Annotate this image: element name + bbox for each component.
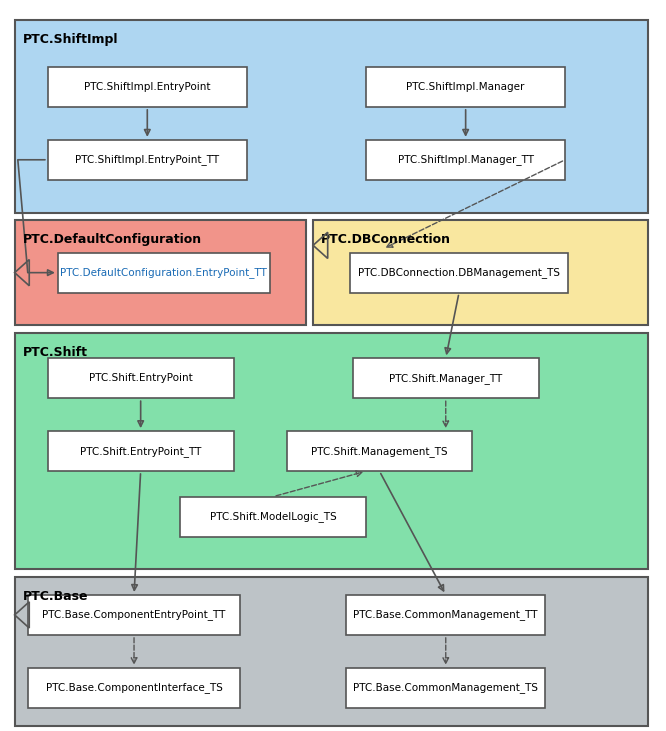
FancyBboxPatch shape: [48, 431, 234, 471]
Text: PTC.Shift: PTC.Shift: [23, 346, 88, 359]
Text: PTC.Base.ComponentInterface_TS: PTC.Base.ComponentInterface_TS: [45, 682, 222, 693]
FancyBboxPatch shape: [28, 667, 240, 708]
FancyBboxPatch shape: [366, 67, 565, 107]
Text: PTC.DBConnection: PTC.DBConnection: [321, 233, 451, 246]
Text: PTC.ShiftImpl.EntryPoint_TT: PTC.ShiftImpl.EntryPoint_TT: [75, 154, 219, 165]
Text: PTC.Shift.EntryPoint: PTC.Shift.EntryPoint: [89, 374, 192, 383]
FancyBboxPatch shape: [313, 220, 648, 325]
Text: PTC.Base: PTC.Base: [23, 590, 88, 603]
Text: PTC.Base.ComponentEntryPoint_TT: PTC.Base.ComponentEntryPoint_TT: [43, 610, 226, 621]
FancyBboxPatch shape: [48, 67, 247, 107]
FancyBboxPatch shape: [15, 333, 648, 569]
Text: PTC.Base.CommonManagement_TT: PTC.Base.CommonManagement_TT: [354, 610, 538, 621]
FancyBboxPatch shape: [48, 358, 234, 398]
FancyBboxPatch shape: [346, 667, 545, 708]
FancyBboxPatch shape: [346, 595, 545, 635]
Text: PTC.ShiftImpl.Manager: PTC.ShiftImpl.Manager: [406, 82, 525, 92]
FancyBboxPatch shape: [366, 140, 565, 180]
Text: PTC.Shift.EntryPoint_TT: PTC.Shift.EntryPoint_TT: [80, 446, 201, 457]
Text: PTC.Base.CommonManagement_TS: PTC.Base.CommonManagement_TS: [353, 682, 538, 693]
Text: PTC.ShiftImpl: PTC.ShiftImpl: [23, 33, 118, 46]
Text: PTC.DefaultConfiguration: PTC.DefaultConfiguration: [23, 233, 202, 246]
Text: PTC.Shift.ModelLogic_TS: PTC.Shift.ModelLogic_TS: [210, 511, 337, 522]
FancyBboxPatch shape: [353, 358, 539, 398]
FancyBboxPatch shape: [15, 577, 648, 726]
FancyBboxPatch shape: [58, 253, 270, 292]
Text: PTC.Shift.Management_TS: PTC.Shift.Management_TS: [311, 446, 448, 457]
Text: PTC.Shift.Manager_TT: PTC.Shift.Manager_TT: [389, 373, 502, 384]
FancyBboxPatch shape: [15, 220, 306, 325]
Text: PTC.ShiftImpl.EntryPoint: PTC.ShiftImpl.EntryPoint: [84, 82, 210, 92]
FancyBboxPatch shape: [286, 431, 472, 471]
Text: PTC.ShiftImpl.Manager_TT: PTC.ShiftImpl.Manager_TT: [398, 154, 533, 165]
FancyBboxPatch shape: [180, 496, 366, 537]
FancyBboxPatch shape: [28, 595, 240, 635]
Text: PTC.DBConnection.DBManagement_TS: PTC.DBConnection.DBManagement_TS: [358, 268, 560, 278]
Text: PTC.DefaultConfiguration.EntryPoint_TT: PTC.DefaultConfiguration.EntryPoint_TT: [61, 268, 267, 278]
FancyBboxPatch shape: [350, 253, 569, 292]
FancyBboxPatch shape: [48, 140, 247, 180]
FancyBboxPatch shape: [15, 20, 648, 213]
